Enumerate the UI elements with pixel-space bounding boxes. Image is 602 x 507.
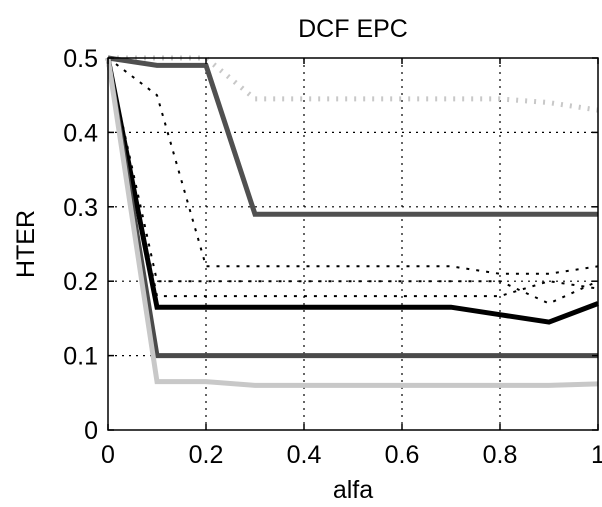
plot-frame	[107, 57, 599, 431]
y-tick-label: 0.5	[63, 45, 98, 73]
x-tick-label: 0.2	[189, 441, 224, 469]
x-axis-label: alfa	[333, 476, 373, 502]
y-tick-label: 0	[84, 417, 98, 445]
y-tick-label: 0.3	[63, 194, 98, 222]
y-axis-label: HTER	[12, 210, 40, 278]
y-tick-label: 0.2	[63, 268, 98, 296]
x-tick-label: 0.8	[483, 441, 518, 469]
series-layer	[105, 55, 599, 388]
series-line-6	[105, 57, 599, 325]
chart-title: DCF EPC	[298, 15, 408, 43]
series-line-4	[107, 57, 599, 305]
series-line-8	[105, 57, 599, 388]
x-tick-label: 0.6	[385, 441, 420, 469]
y-tick-label: 0.1	[63, 343, 98, 371]
x-tick-label: 0	[101, 441, 115, 469]
x-tick-label: 0.4	[287, 441, 322, 469]
plot-background	[108, 58, 598, 430]
x-tick-label: 1	[591, 441, 602, 469]
series-line-7	[105, 57, 598, 359]
ticks: 0 0.2 0.4 0.6 0.8 1 0 0.1 0.2 0.3 0.4 0.5	[63, 45, 602, 469]
series-line-2	[107, 55, 598, 217]
y-tick-label: 0.4	[63, 119, 98, 147]
series-line-3	[107, 57, 599, 275]
